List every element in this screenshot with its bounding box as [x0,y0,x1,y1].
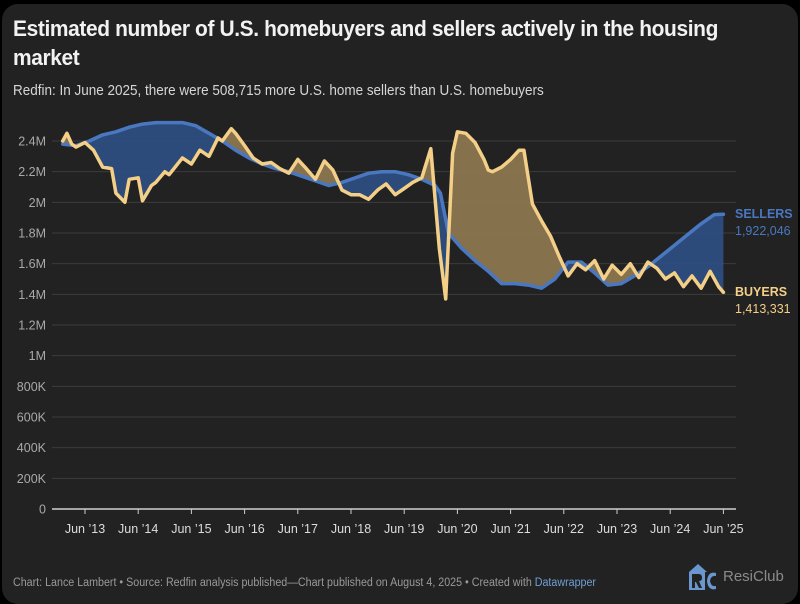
x-tick-label: Jun ’18 [331,522,371,536]
x-tick-label: Jun ’15 [171,522,211,536]
x-tick-label: Jun ’25 [703,522,743,536]
buyers-label: BUYERS [735,285,787,299]
y-tick-label: 1.2M [18,319,46,333]
resiclub-logo-icon [689,564,716,590]
x-tick-label: Jun ’17 [278,522,318,536]
x-tick-label: Jun ’22 [544,522,584,536]
y-tick-label: 400K [17,441,47,455]
y-tick-label: 2.4M [18,135,46,149]
x-tick-label: Jun ’16 [224,522,264,536]
buyers-surplus-area [448,131,565,289]
y-tick-label: 1.8M [18,227,46,241]
footer-credit: Chart: Lance Lambert • Source: Redfin an… [13,577,535,589]
x-tick-label: Jun ’23 [597,522,637,536]
y-tick-label: 0 [39,503,46,517]
y-tick-label: 1.6M [18,257,46,271]
sellers-label: SELLERS [735,207,793,221]
x-tick-label: Jun ’19 [384,522,424,536]
y-tick-label: 800K [17,380,47,394]
sellers-surplus-area [651,214,724,293]
sellers-surplus-area [338,171,420,200]
x-tick-label: Jun ’14 [118,522,158,536]
buyers-surplus-area [222,128,263,164]
buyers-surplus-area [587,260,637,286]
x-tick-label: Jun ’21 [490,522,530,536]
sellers-surplus-area [73,122,218,203]
y-tick-label: 600K [17,411,47,425]
chart-title: Estimated number of U.S. homebuyers and … [13,16,718,70]
x-tick-label: Jun ’13 [65,522,105,536]
buyers-value-label: 1,413,331 [735,302,791,316]
y-tick-label: 1.4M [18,288,46,302]
y-tick-label: 2M [29,196,46,210]
buyers-line [60,126,726,301]
brand-name: ResiClub [723,568,784,585]
resiclub-logo: ResiClub [683,560,793,594]
x-tick-label: Jun ’24 [650,522,690,536]
chart-footer: Chart: Lance Lambert • Source: Redfin an… [13,577,596,589]
series-lines [60,120,726,301]
y-tick-label: 200K [17,472,47,486]
y-tick-label: 2.2M [18,165,46,179]
chart-card [2,4,798,604]
sellers-value-label: 1,922,046 [735,224,791,238]
series-labels: SELLERS 1,922,046 BUYERS 1,413,331 [735,207,793,316]
y-tick-label: 1M [29,349,46,363]
x-axis: Jun ’13 Jun ’14 Jun ’15 Jun ’16 Jun ’17 Jun ’… [52,508,744,536]
sellers-line [60,120,726,290]
y-axis: 0 200K 400K 600K 800K 1M 1.2M 1.4M 1.6M 1.8M 2M 2.2… [17,135,47,517]
x-tick-label: Jun ’20 [437,522,477,536]
chart-subtitle: Redfin: In June 2025, there were 508,715… [13,83,544,99]
datawrapper-link[interactable]: Datawrapper [534,577,596,589]
